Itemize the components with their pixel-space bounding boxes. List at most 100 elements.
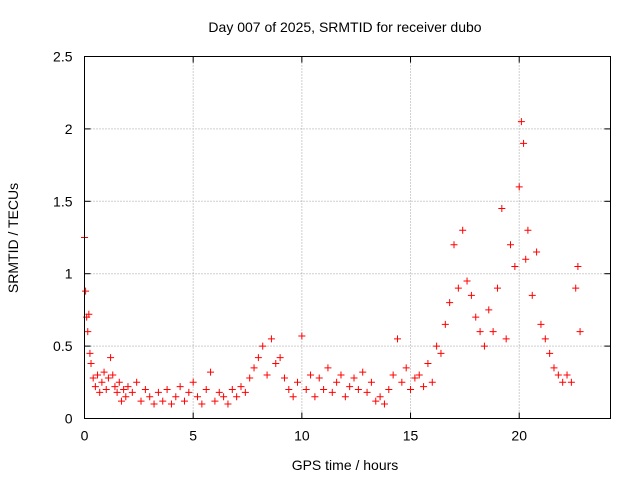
x-axis-label: GPS time / hours	[292, 457, 399, 473]
data-point	[554, 371, 562, 379]
data-point	[87, 359, 95, 367]
data-point	[120, 386, 128, 394]
data-point	[115, 378, 123, 386]
data-point	[424, 359, 432, 367]
data-point	[215, 388, 223, 396]
data-point	[98, 378, 106, 386]
data-point	[537, 320, 545, 328]
data-point	[385, 386, 393, 394]
data-point	[346, 383, 354, 391]
y-tick-label: 0.5	[53, 338, 73, 354]
data-point	[446, 299, 454, 307]
x-tick-label: 10	[294, 428, 310, 444]
data-point	[398, 378, 406, 386]
data-point	[224, 400, 232, 408]
data-point	[333, 378, 341, 386]
data-point	[550, 364, 558, 372]
data-point	[113, 388, 121, 396]
data-point	[472, 313, 480, 321]
y-axis-label: SRMTID / TECUs	[5, 183, 21, 293]
data-point	[489, 328, 497, 336]
data-point	[228, 386, 236, 394]
data-point	[428, 378, 436, 386]
data-point	[307, 371, 315, 379]
data-point	[350, 374, 358, 382]
data-point	[450, 241, 458, 249]
data-point	[359, 368, 367, 376]
chart-title: Day 007 of 2025, SRMTID for receiver dub…	[208, 19, 481, 35]
data-point	[572, 284, 580, 292]
y-tick-label: 1	[65, 266, 73, 282]
data-point	[298, 332, 306, 340]
data-point	[393, 335, 401, 343]
data-point	[163, 386, 171, 394]
data-point	[176, 383, 184, 391]
data-point	[84, 328, 92, 336]
x-tick-label: 20	[511, 428, 527, 444]
data-point	[259, 342, 267, 350]
data-point	[102, 386, 110, 394]
data-point	[185, 388, 193, 396]
data-point	[267, 335, 275, 343]
data-point	[517, 118, 525, 126]
data-point	[276, 354, 284, 362]
data-points	[81, 118, 584, 408]
data-point	[109, 371, 117, 379]
data-point	[502, 335, 510, 343]
data-point	[563, 371, 571, 379]
data-point	[507, 241, 515, 249]
data-point	[91, 383, 99, 391]
data-point	[367, 378, 375, 386]
data-point	[372, 397, 380, 405]
data-point	[567, 378, 575, 386]
data-point	[320, 386, 328, 394]
data-point	[441, 320, 449, 328]
data-point	[211, 397, 219, 405]
data-point	[289, 393, 297, 401]
data-point	[302, 386, 310, 394]
data-point	[420, 383, 428, 391]
data-point	[128, 388, 136, 396]
data-point	[389, 371, 397, 379]
data-point	[354, 386, 362, 394]
data-point	[311, 393, 319, 401]
data-point	[407, 386, 415, 394]
data-point	[250, 364, 258, 372]
data-point	[85, 310, 93, 318]
data-point	[433, 342, 441, 350]
data-point	[86, 349, 94, 357]
data-point	[202, 386, 210, 394]
data-point	[180, 397, 188, 405]
data-point	[546, 349, 554, 357]
data-point	[524, 226, 532, 234]
data-point	[154, 388, 162, 396]
data-point	[141, 386, 149, 394]
data-point	[294, 378, 302, 386]
data-point	[528, 291, 536, 299]
data-point	[100, 368, 108, 376]
data-point	[280, 374, 288, 382]
data-point	[459, 226, 467, 234]
data-point	[207, 368, 215, 376]
data-point	[246, 374, 254, 382]
data-point	[94, 371, 102, 379]
data-point	[89, 374, 97, 382]
x-tick-label: 0	[81, 428, 89, 444]
data-point	[117, 397, 125, 405]
data-point	[498, 205, 506, 213]
data-point	[515, 183, 523, 191]
data-point	[172, 393, 180, 401]
data-point	[480, 342, 488, 350]
grid	[84, 56, 611, 419]
data-point	[437, 349, 445, 357]
data-point	[402, 364, 410, 372]
data-point	[463, 277, 471, 285]
data-point	[533, 248, 541, 256]
data-point	[328, 388, 336, 396]
data-point	[159, 397, 167, 405]
data-point	[541, 335, 549, 343]
data-point	[104, 374, 112, 382]
data-point	[341, 393, 349, 401]
data-point	[124, 383, 132, 391]
data-point	[574, 262, 582, 270]
